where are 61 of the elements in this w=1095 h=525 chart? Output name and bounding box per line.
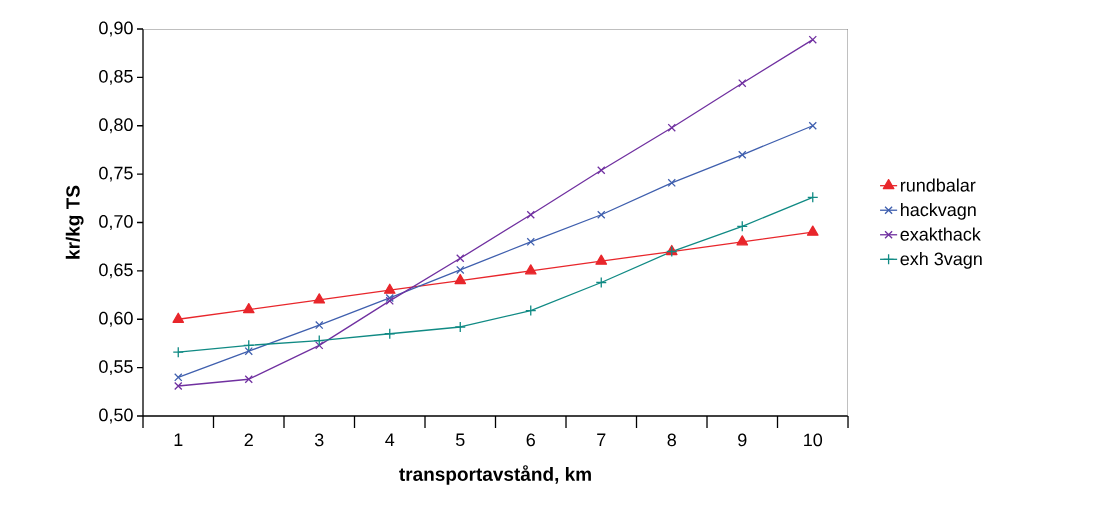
x-tick-label: 3 [314,433,324,447]
point [526,237,535,247]
y-axis-title: kr/kg TS [65,185,84,259]
point [244,375,253,384]
point [172,312,185,323]
point [313,293,326,304]
y-tick-label: 0,65 [99,263,133,279]
point [315,341,324,350]
y-tick-label: 0,60 [99,311,133,327]
point [525,304,537,317]
point [384,328,396,340]
y-tick-label: 0,55 [99,360,133,376]
x-tick-label: 7 [597,433,606,446]
legend-label: rundbalar [900,178,976,192]
point [172,346,184,358]
point [595,254,608,265]
point [738,78,747,88]
point [524,264,537,275]
y-tick-label: 0,90 [99,21,133,37]
point [667,178,676,188]
y-tick-label: 0,75 [99,166,133,182]
legend-label: hackvagn [901,202,976,220]
point [526,210,535,219]
y-tick-label: 0,85 [99,69,133,85]
point [736,235,749,246]
point [174,373,183,382]
point [597,166,606,175]
point [806,225,819,236]
point [174,381,183,391]
point [667,123,676,132]
point [807,191,819,203]
point [456,254,465,263]
point [243,339,255,352]
x-tick-label: 8 [667,433,676,447]
point [456,265,465,275]
point [313,334,325,347]
y-tick-label: 0,50 [99,408,133,424]
point [595,276,607,289]
y-tick-label: 0,70 [99,215,133,230]
y-tick-label: 0,80 [99,118,133,134]
x-tick-label: 1 [174,433,183,446]
x-tick-label: 2 [244,433,253,447]
x-tick-label: 6 [526,433,535,447]
x-tick-label: 4 [385,433,395,446]
point [738,150,747,159]
point [597,210,606,219]
point [454,273,467,285]
point [454,321,466,333]
x-axis-title: transportavstånd, km [399,465,591,485]
point [242,302,255,314]
x-tick-label: 9 [738,433,747,447]
point [736,220,748,233]
legend-label: exh 3vagn [900,252,982,269]
point [808,35,817,44]
point [244,346,253,356]
legend-label: exakthack [900,227,981,241]
x-tick-label: 5 [455,433,465,447]
point [383,283,396,294]
point [315,320,324,330]
x-tick-label: 10 [804,433,823,447]
point [808,121,817,130]
